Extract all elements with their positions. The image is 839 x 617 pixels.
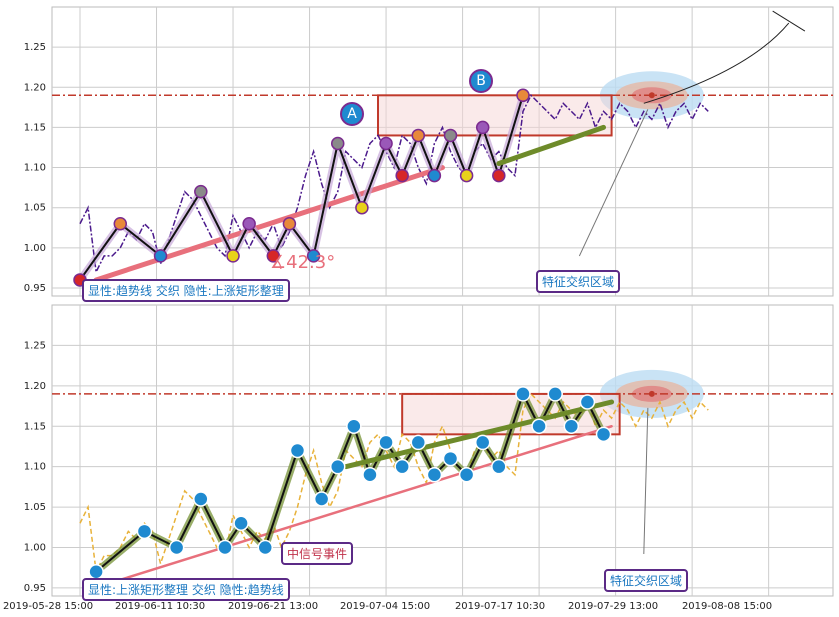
top-pivot-dot — [226, 249, 240, 263]
bottom-pivot-dot — [491, 458, 507, 475]
top-pivot-dot — [355, 200, 369, 215]
bottom-pivot-dot — [531, 418, 547, 434]
x-tick-label: 2019-06-11 10:30 — [115, 601, 205, 612]
top-ytick-label: 1.25 — [24, 42, 46, 53]
bottom-pivot-dot — [579, 394, 596, 410]
bottom-feature-label: 特征交织区域 — [604, 569, 689, 592]
bottom-plot-frame — [51, 304, 834, 597]
top-pivot-dot — [411, 128, 426, 143]
top-pivot-dot — [492, 168, 506, 183]
top-overlay-label: 显性:趋势线 交织 隐性:上涨矩形整理 — [82, 279, 290, 302]
bottom-pivot-dot — [257, 539, 273, 556]
bottom-ytick-label: 1.15 — [24, 421, 46, 432]
top-pointer-arrow — [578, 109, 649, 257]
top-projection-arc — [643, 22, 790, 104]
top-pivot-dot — [306, 249, 321, 263]
bottom-pivot-dot — [168, 539, 185, 556]
bottom-pivot-dot — [313, 491, 330, 507]
bottom-pivot-dot — [329, 458, 346, 475]
top-consolidation-rect — [377, 94, 613, 137]
bottom-green-segment — [343, 399, 615, 470]
bottom-pivot-dot — [474, 434, 491, 451]
x-tick-label: 2019-08-08 15:00 — [682, 601, 772, 612]
top-green-segment — [496, 124, 607, 167]
top-pivot-dot — [194, 184, 208, 199]
top-feature-label: 特征交织区域 — [536, 270, 621, 293]
bottom-pivot-dot — [426, 467, 443, 483]
bottom-pivot-dot — [136, 523, 153, 540]
top-pivot-dot — [459, 168, 474, 183]
top-pivot-dot — [282, 217, 297, 231]
bottom-pivot-dot — [362, 467, 378, 483]
x-axis-ticks: 2019-05-28 15:00 2019-06-11 10:30 2019-06-… — [3, 601, 772, 612]
bottom-trendline — [119, 425, 613, 582]
x-tick-label: 2019-07-04 15:00 — [340, 601, 430, 612]
top-pivot-dot — [516, 88, 530, 103]
bottom-ytick-label: 1.10 — [24, 462, 46, 473]
top-zigzag-line — [79, 95, 524, 281]
x-tick-label: 2019-05-28 15:00 — [3, 601, 93, 612]
bottom-pivot-dot — [410, 434, 427, 451]
bottom-ytick-label: 1.00 — [24, 543, 46, 554]
top-pivot-dot — [475, 120, 490, 135]
top-pivot-dot — [379, 136, 393, 151]
bottom-pivot-dot — [193, 491, 209, 507]
bottom-overlay-label: 显性:上涨矩形整理 交织 隐性:趋势线 — [82, 578, 290, 601]
bottom-pivot-dot — [458, 467, 475, 483]
top-pivot-dot — [242, 217, 256, 231]
top-pivot-dot — [427, 168, 442, 183]
bottom-pivot-dot — [346, 418, 362, 434]
bottom-pivot-dot — [595, 426, 612, 443]
bottom-pivot-dot — [233, 515, 249, 531]
top-trendline — [93, 165, 445, 283]
bottom-ytick-label: 0.95 — [24, 583, 46, 594]
top-pivot-dot — [395, 168, 409, 183]
marker-b: B — [469, 69, 493, 93]
top-ytick-label: 1.15 — [24, 122, 46, 133]
x-tick-label: 2019-06-21 13:00 — [228, 601, 318, 612]
bottom-pivot-dot — [547, 386, 563, 402]
top-pivot-dot — [330, 136, 345, 151]
bottom-pointer-arrow — [643, 407, 649, 555]
top-ytick-label: 0.95 — [24, 283, 46, 294]
bottom-pivot-dot — [217, 539, 233, 556]
bottom-pivot-dot — [289, 442, 306, 459]
top-price-line — [79, 94, 709, 275]
x-tick-label: 2019-07-17 10:30 — [455, 601, 545, 612]
bottom-pivot-dot — [88, 564, 104, 580]
mid-signal-label: 中信号事件 — [281, 542, 354, 565]
bottom-price-line — [79, 392, 709, 575]
bottom-ytick-label: 1.20 — [24, 381, 46, 392]
top-pivot-dot — [443, 128, 458, 143]
top-projection-cap — [772, 10, 806, 32]
marker-a: A — [340, 102, 364, 126]
top-ytick-label: 1.00 — [24, 243, 46, 254]
x-tick-label: 2019-07-29 13:00 — [568, 601, 658, 612]
top-ytick-label: 1.20 — [24, 82, 46, 93]
bottom-ytick-label: 1.25 — [24, 340, 46, 351]
bottom-ytick-label: 1.05 — [24, 502, 46, 513]
top-pivot-dot — [113, 217, 128, 231]
top-ytick-label: 1.05 — [24, 203, 46, 214]
bottom-pivot-dot — [515, 386, 531, 402]
top-pivot-dot — [153, 249, 168, 263]
top-ytick-label: 1.10 — [24, 163, 46, 174]
bottom-pivot-dot — [563, 418, 580, 434]
top-panel: 0.95 1.00 1.05 1.10 1.15 1.20 1.25 — [24, 6, 834, 297]
top-pivot-dot — [266, 249, 281, 263]
bottom-pivot-dot — [394, 458, 410, 475]
angle-label: ∡42.3° — [270, 252, 336, 273]
bottom-pivot-dot — [378, 434, 394, 451]
bottom-panel: 0.95 1.00 1.05 1.10 1.15 1.20 1.25 — [24, 304, 834, 597]
bottom-pivot-dot — [442, 450, 459, 467]
